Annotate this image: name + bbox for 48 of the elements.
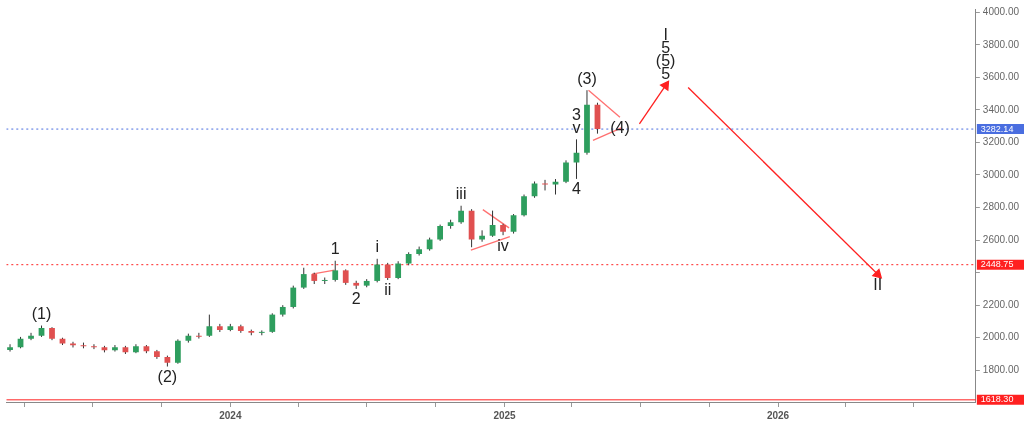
candlestick [175,338,181,365]
annotation: II [873,275,883,293]
candlestick [458,205,464,225]
candlestick [542,179,548,191]
y-tick-label: 3600.00 [982,71,1020,83]
annotation: (2) [157,367,178,385]
candlestick [332,260,339,283]
annotation: iv [497,236,509,254]
y-tick-label: 2200.00 [982,298,1020,310]
candlestick [7,343,13,353]
annotation: (4) [610,118,630,136]
y-tick-label: 3800.00 [982,38,1020,50]
candlestick [489,210,496,238]
candlestick [300,267,307,290]
annotation: 1 [330,240,340,258]
candlestick [195,332,202,340]
ref-line-label: 3282.14 [980,123,1014,134]
candlestick [269,312,276,334]
annotation: ii [384,281,392,299]
annotation: 3 [572,105,582,123]
y-tick-label: 3200.00 [982,136,1020,148]
y-tick-label: 2600.00 [982,233,1020,245]
annotation: 2 [351,290,361,308]
y-tick-label: 4000.00 [982,6,1020,17]
candlestick [374,258,381,283]
candlestick [91,343,97,350]
annotation: (3) [577,69,597,87]
candlestick [290,285,297,309]
candlestick [206,314,213,338]
annotation: iii [455,185,467,203]
ref-line-label: 1618.30 [980,394,1014,405]
x-tick-label: 2025 [493,409,517,421]
y-tick-label: 2800.00 [982,201,1020,213]
candlestick [28,332,34,341]
annotation: i [375,238,379,256]
annotation: (1) [31,304,52,322]
x-tick-label: 2026 [766,409,790,421]
ref-line-label: 2448.75 [980,259,1014,270]
candlestick [563,159,569,184]
candlestick [112,344,118,353]
candlestick [521,194,527,217]
y-tick-label: 1800.00 [982,364,1020,376]
y-tick-label: 3000.00 [982,168,1020,180]
y-tick-label: 3400.00 [982,103,1020,115]
candlestick [70,341,76,348]
x-tick-label: 2024 [219,409,242,421]
annotation: 4 [572,180,582,198]
y-tick-label: 2000.00 [982,331,1020,343]
